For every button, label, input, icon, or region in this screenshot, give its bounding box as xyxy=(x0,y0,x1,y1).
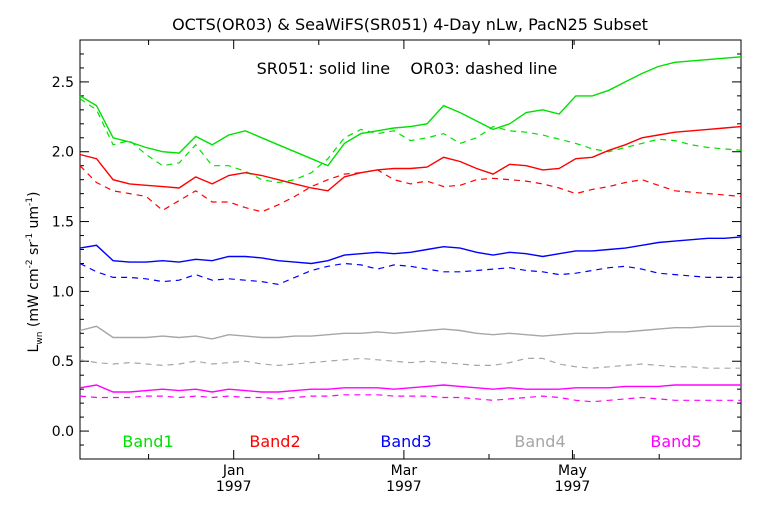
band2-sr051-solid-line xyxy=(79,125,742,192)
x-tick-label-year: 1997 xyxy=(555,479,591,495)
y-title-units-3: um xyxy=(26,206,42,233)
band1-sr051-solid-line xyxy=(79,56,742,167)
y-title-sup-2: -1 xyxy=(25,233,35,242)
band3-or03-dashed-line xyxy=(79,262,741,286)
chart-title: OCTS(OR03) & SeaWiFS(SR051) 4-Day nLw, P… xyxy=(172,15,648,34)
y-tick-label: 2.0 xyxy=(52,145,74,161)
y-tick-label: 2.5 xyxy=(52,75,74,91)
band4-sr051-solid-line xyxy=(79,325,741,340)
x-tick-label: Jan xyxy=(222,463,245,479)
band5-sr051-solid-line xyxy=(79,384,741,393)
x-tick-label: May xyxy=(558,463,587,479)
line-style-annotation: SR051: solid line OR03: dashed line xyxy=(257,59,558,78)
y-axis-title: Lwn (mW cm-2 sr-1 um-1) xyxy=(25,192,45,353)
legend-band3: Band3 xyxy=(380,432,431,451)
series-lines xyxy=(79,56,742,403)
band-legend: Band1 Band2 Band3 Band4 Band5 xyxy=(122,432,701,451)
legend-band1: Band1 xyxy=(122,432,173,451)
y-title-units-2: sr xyxy=(26,242,42,260)
y-title-units-1: (mW cm xyxy=(26,268,42,331)
x-tick-label-year: 1997 xyxy=(386,479,422,495)
y-tick-label: 0.0 xyxy=(52,424,74,440)
y-title-units-4: ) xyxy=(26,192,42,197)
band1-or03-dashed-line xyxy=(79,98,742,184)
y-title-subscript: wn xyxy=(35,332,45,345)
x-tick-label: Mar xyxy=(391,463,418,479)
y-tick-label: 1.0 xyxy=(52,284,74,300)
band4-or03-dashed-line xyxy=(79,357,741,369)
legend-band4: Band4 xyxy=(514,432,565,451)
band3-sr051-solid-line xyxy=(79,236,742,265)
y-title-base: L xyxy=(26,344,42,352)
band5-or03-dashed-line xyxy=(79,394,741,403)
x-tick-label-year: 1997 xyxy=(216,479,252,495)
band2-or03-dashed-line xyxy=(79,165,742,213)
y-axis-ticks: 0.0 0.5 1.0 1.5 2.0 2.5 xyxy=(52,53,741,446)
legend-band2: Band2 xyxy=(249,432,300,451)
y-title-sup-1: -2 xyxy=(25,259,35,268)
legend-band5: Band5 xyxy=(650,432,701,451)
y-tick-label: 0.5 xyxy=(52,354,74,370)
y-tick-label: 1.5 xyxy=(52,215,74,231)
y-title-sup-3: -1 xyxy=(25,197,35,206)
